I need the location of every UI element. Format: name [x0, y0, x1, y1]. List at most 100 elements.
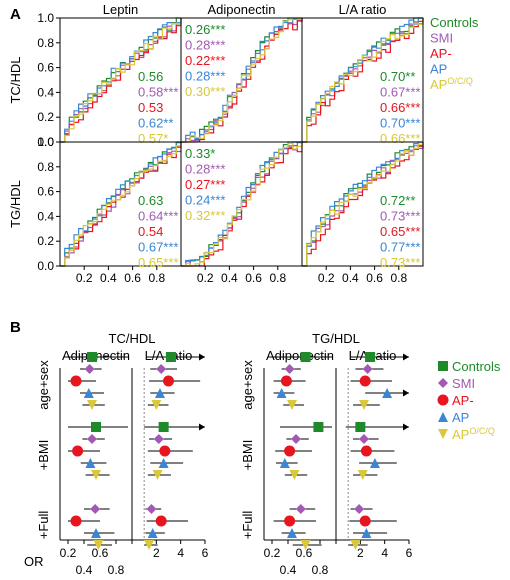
- x-tick-label: 0.8: [148, 271, 165, 285]
- y-tick-label: 0.2: [37, 234, 54, 248]
- x-tick-label: 0.2: [197, 271, 214, 285]
- cdf-curve-apocq: [60, 18, 182, 143]
- auc-label-smi: 0.64***: [138, 209, 178, 224]
- panel-b-predictor-title: Adiponectin: [266, 348, 334, 363]
- x-tick-label: 0.8: [108, 563, 125, 577]
- cdf-curve-apocq: [302, 142, 424, 267]
- cdf-frame: [301, 141, 424, 267]
- or-marker-tridown: [350, 540, 361, 550]
- model-label: +Full: [240, 511, 255, 540]
- cdf-panel-r1-c0: 0.630.64***0.540.67***0.65***: [59, 141, 182, 270]
- cdf-panel-r1-c2: 0.72**0.73***0.65***0.77***0.73***: [301, 141, 424, 270]
- y-tick-label: 1.0: [37, 11, 54, 25]
- auc-label-smi: 0.58***: [138, 85, 178, 100]
- or-marker-circle: [155, 515, 167, 527]
- legend-a-controls: Controls: [430, 15, 479, 30]
- panel-a-column-title: Leptin: [103, 2, 138, 17]
- auc-label-ap_neg: 0.53: [138, 100, 163, 115]
- y-tick-label: 0.4: [37, 85, 54, 99]
- cdf-curve-apocq: [181, 142, 303, 267]
- or-marker-tridown: [358, 400, 369, 410]
- or-marker-circle: [284, 445, 296, 457]
- legend-b-apocq: APO/C/Q: [452, 426, 495, 442]
- x-tick-label: 0.4: [221, 271, 238, 285]
- or-marker-circle: [159, 445, 171, 457]
- x-tick-label: 0.2: [264, 546, 281, 560]
- x-tick-label: 6: [202, 546, 209, 560]
- or-marker-triangle: [147, 528, 158, 538]
- or-marker-circle: [437, 394, 449, 406]
- panel-a-column-title: Adiponectin: [208, 2, 276, 17]
- cdf-panel-r0-c1: 0.26***0.28***0.22***0.28***0.30***: [180, 17, 303, 143]
- panel-b-outcome-title: TC/HDL: [109, 331, 156, 346]
- panel-a-row-title: TG/HDL: [8, 180, 23, 228]
- forest-block-1: 0.2 0.6 0.4 0.8 2 4 6 age+sex +BMI +Full: [240, 352, 413, 577]
- or-marker-circle: [72, 445, 84, 457]
- model-label: age+sex: [36, 360, 51, 410]
- legend-b-smi: SMI: [452, 376, 475, 391]
- or-marker-tridown: [357, 470, 368, 480]
- cdf-panel-r1-c1: 0.33*0.28***0.27***0.24***0.32***: [180, 141, 303, 267]
- or-marker-circle: [280, 375, 292, 387]
- auc-label-apocq: 0.57*: [138, 131, 168, 146]
- or-marker-triangle: [154, 388, 165, 398]
- or-marker-diamond: [354, 504, 365, 514]
- or-marker-circle: [359, 375, 371, 387]
- ci-arrow: [403, 423, 409, 431]
- panel-a-row-title: TC/HDL: [8, 57, 23, 104]
- legend-b-ap: AP: [452, 410, 469, 425]
- x-tick-label: 0.4: [342, 271, 359, 285]
- cdf-curve-ap: [181, 141, 303, 267]
- or-marker-triangle: [158, 458, 169, 468]
- auc-label-ap: 0.77***: [380, 240, 420, 255]
- or-marker-triangle: [361, 528, 372, 538]
- or-marker-tridown: [91, 470, 101, 480]
- or-marker-tridown: [289, 470, 300, 480]
- or-marker-circle: [70, 375, 82, 387]
- x-tick-label: 0.4: [76, 563, 93, 577]
- or-marker-square: [300, 352, 311, 362]
- or-marker-triangle: [382, 388, 393, 398]
- y-tick-label: 0.4: [37, 209, 54, 223]
- or-marker-square: [158, 422, 169, 432]
- y-tick-label: 0.6: [37, 185, 54, 199]
- x-tick-label: 6: [406, 546, 413, 560]
- or-marker-triangle: [369, 458, 380, 468]
- cdf-curve-ap_neg: [60, 142, 182, 267]
- x-tick-label: 0.4: [280, 563, 297, 577]
- auc-label-controls: 0.72**: [380, 193, 415, 208]
- legend-a-smi: SMI: [430, 31, 453, 46]
- forest-block-0: 0.2 0.6 0.4 0.8 2 4 6 age+sex +BMI +Full: [36, 352, 209, 577]
- x-tick-label: 0.2: [318, 271, 335, 285]
- or-marker-circle: [359, 515, 371, 527]
- or-marker-diamond: [284, 364, 295, 374]
- or-marker-diamond: [156, 364, 167, 374]
- auc-label-ap: 0.62**: [138, 116, 173, 131]
- model-label: +BMI: [240, 440, 255, 471]
- or-marker-triangle: [83, 388, 94, 398]
- or-marker-square: [91, 422, 101, 432]
- auc-label-controls: 0.56: [138, 69, 163, 84]
- or-marker-tridown: [152, 470, 163, 480]
- legend-a-ap: AP: [430, 62, 447, 77]
- y-tick-label: 0.8: [37, 36, 54, 50]
- or-marker-diamond: [146, 504, 157, 514]
- x-tick-label: 0.4: [100, 271, 117, 285]
- auc-label-smi: 0.73***: [380, 209, 420, 224]
- or-axis-label: OR: [24, 554, 44, 569]
- x-tick-label: 0.6: [245, 271, 262, 285]
- cdf-curve-smi: [60, 18, 182, 143]
- or-marker-diamond: [84, 364, 95, 374]
- panel-a-column-title: L/A ratio: [339, 2, 387, 17]
- auc-label-ap_neg: 0.66***: [380, 100, 420, 115]
- or-marker-triangle: [85, 458, 96, 468]
- ci-arrow: [199, 353, 205, 361]
- or-marker-diamond: [90, 504, 101, 514]
- panel-b-outcome-title: TG/HDL: [312, 331, 360, 346]
- panel-a-label: A: [10, 6, 21, 23]
- model-label: age+sex: [240, 360, 255, 410]
- auc-label-smi: 0.28***: [185, 38, 225, 53]
- or-marker-square: [87, 352, 97, 362]
- or-marker-diamond: [87, 434, 97, 444]
